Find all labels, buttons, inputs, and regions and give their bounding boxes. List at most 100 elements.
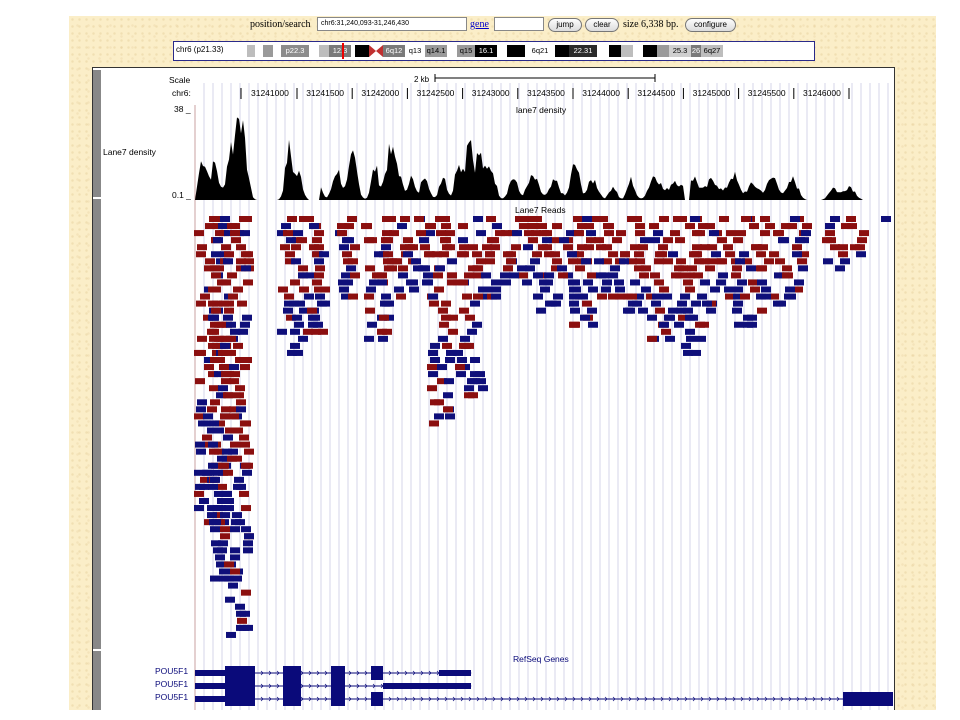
gene-input[interactable] xyxy=(494,17,544,31)
read-block xyxy=(586,230,596,237)
read-block xyxy=(315,265,325,272)
read-block xyxy=(210,526,220,533)
read-block xyxy=(509,272,519,279)
read-block xyxy=(430,357,440,363)
read-block xyxy=(793,286,803,293)
read-block xyxy=(599,272,609,279)
read-block xyxy=(240,441,250,448)
read-block xyxy=(223,314,233,321)
read-block xyxy=(490,244,500,251)
gene-utr xyxy=(195,683,225,689)
configure-button[interactable]: configure xyxy=(685,18,736,32)
gene-strand-arrow xyxy=(428,670,432,676)
ideogram-band xyxy=(597,45,609,57)
read-block xyxy=(733,293,743,300)
read-block xyxy=(616,230,626,237)
read-block xyxy=(384,265,394,272)
read-block xyxy=(751,244,761,251)
read-block xyxy=(651,300,661,307)
gene-label[interactable]: POU5F1 xyxy=(155,679,189,689)
read-block xyxy=(240,321,250,328)
read-block xyxy=(294,321,304,328)
read-block xyxy=(698,223,708,230)
read-block xyxy=(442,342,452,349)
read-block xyxy=(236,244,246,251)
read-block xyxy=(654,258,664,265)
ruler-track-handle[interactable] xyxy=(93,70,101,197)
read-block xyxy=(291,258,301,265)
read-block xyxy=(196,406,206,413)
clear-button[interactable]: clear xyxy=(585,18,619,32)
chromosome-ideogram[interactable]: chr6 (p21.33) p22.3 12.3 6q12 q13 q14.1 q15 16… xyxy=(173,41,815,61)
read-block xyxy=(635,258,645,265)
gene-link[interactable]: gene xyxy=(470,19,489,30)
refseq-track-handle[interactable] xyxy=(93,651,101,710)
read-block xyxy=(602,258,612,265)
read-block xyxy=(758,244,768,251)
read-block xyxy=(482,244,492,251)
gene-strand-arrow xyxy=(756,696,760,702)
read-block xyxy=(530,258,540,265)
read-block xyxy=(229,364,239,371)
jump-button[interactable]: jump xyxy=(548,18,582,32)
read-block xyxy=(403,237,413,244)
read-block xyxy=(533,293,543,300)
read-block xyxy=(235,519,245,526)
read-block xyxy=(364,293,374,300)
reads-track-handle[interactable] xyxy=(93,203,101,649)
read-block xyxy=(298,335,308,342)
read-block xyxy=(400,216,410,222)
read-block xyxy=(382,230,392,237)
gene-strand-arrow xyxy=(644,696,648,702)
read-block xyxy=(228,293,238,300)
read-block xyxy=(542,230,552,237)
gene-strand-arrow xyxy=(260,683,264,689)
read-block xyxy=(696,335,706,342)
gene-strand-arrow xyxy=(364,696,368,702)
gene-strand-arrow xyxy=(316,670,320,676)
read-block xyxy=(283,307,293,314)
read-block xyxy=(234,392,244,399)
read-block xyxy=(243,547,253,554)
read-block xyxy=(213,237,223,244)
read-block xyxy=(464,385,474,392)
read-block xyxy=(364,335,374,342)
position-input[interactable]: chr6:31,240,093-31,246,430 xyxy=(317,17,467,31)
gene-strand-arrow xyxy=(540,696,544,702)
read-block xyxy=(663,258,673,265)
gene-strand-arrow xyxy=(708,696,712,702)
read-block xyxy=(314,272,324,279)
read-block xyxy=(437,378,447,385)
read-block xyxy=(219,462,229,469)
read-block xyxy=(447,272,457,279)
read-block xyxy=(604,230,614,237)
gene-strand-arrow xyxy=(724,696,728,702)
read-block xyxy=(634,265,644,272)
read-block xyxy=(374,272,384,279)
read-block xyxy=(460,335,470,342)
read-block xyxy=(717,237,727,244)
gene-exon xyxy=(283,666,301,680)
gene-strand-arrow xyxy=(820,696,824,702)
read-block xyxy=(232,512,242,519)
read-block xyxy=(478,385,488,392)
gene-label[interactable]: POU5F1 xyxy=(155,666,189,676)
gene-strand-arrow xyxy=(308,683,312,689)
read-block xyxy=(517,265,527,272)
read-block xyxy=(577,223,587,230)
read-block xyxy=(226,349,236,356)
ruler-gap-handle[interactable] xyxy=(93,199,101,203)
read-block xyxy=(798,265,808,272)
gene-label[interactable]: POU5F1 xyxy=(155,692,189,702)
read-block xyxy=(240,364,250,371)
read-block xyxy=(428,293,438,300)
read-block xyxy=(473,272,483,279)
read-block xyxy=(846,216,856,222)
read-block xyxy=(303,328,313,335)
ideogram-band: 12.3 xyxy=(329,45,351,57)
read-block xyxy=(383,251,393,258)
track-panel[interactable]: Scale 2 kb chr6: lane7 density Lane7 den… xyxy=(92,67,895,710)
read-block xyxy=(825,230,835,237)
read-block xyxy=(552,223,562,230)
read-block xyxy=(312,279,322,286)
